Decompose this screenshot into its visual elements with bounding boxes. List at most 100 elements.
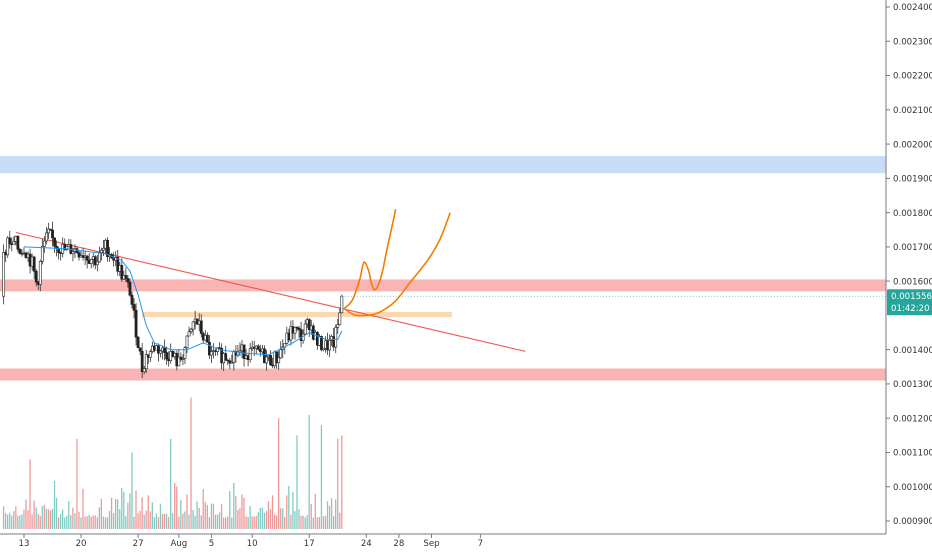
candle [340, 294, 344, 314]
volume-bar [4, 513, 7, 529]
volume-bar [90, 516, 92, 529]
volume-bar [322, 516, 325, 529]
candles-layer [2, 221, 344, 379]
candle-body [230, 361, 234, 364]
volume-bar [198, 507, 200, 529]
candle [95, 255, 99, 272]
volume-bar [206, 504, 208, 529]
candle-body [57, 248, 61, 253]
zones-layer [0, 156, 886, 381]
volume-bar [172, 512, 174, 529]
candle-body [189, 328, 193, 333]
volume-bar [275, 515, 278, 529]
volume-bar [157, 517, 160, 529]
candle-body [279, 349, 283, 359]
volume-bar [167, 516, 170, 529]
candle [189, 327, 193, 334]
volume-bar [284, 517, 286, 529]
volume-bar [88, 514, 90, 529]
volume-bar [33, 500, 35, 529]
candle [42, 236, 46, 253]
volume-bar [72, 507, 74, 529]
volume-bar [288, 485, 290, 529]
volume-bar [237, 509, 239, 529]
candle [124, 267, 128, 283]
volume-bar [117, 499, 119, 529]
volume-bar [225, 517, 227, 529]
candle-body [297, 327, 301, 331]
volume-bar [249, 506, 251, 529]
volume-bar [39, 515, 41, 529]
candle [157, 343, 160, 362]
candle [140, 343, 144, 379]
last-price-badge [887, 289, 932, 316]
volume-bar [263, 512, 266, 529]
candle-body [199, 320, 203, 334]
candle [183, 346, 187, 365]
volume-bar [145, 510, 147, 529]
volume-bar [174, 483, 176, 529]
candle-body [177, 356, 181, 367]
candle-body [334, 327, 338, 348]
volume-bar [7, 514, 9, 529]
candle [2, 244, 6, 305]
candle [93, 255, 97, 270]
volume-bar [286, 495, 288, 529]
candle-body [8, 237, 12, 245]
volume-bar [255, 516, 257, 529]
volume-bar [308, 414, 310, 529]
candle-body [32, 256, 36, 272]
volume-bar [306, 515, 308, 529]
candle [205, 332, 209, 343]
volume-bar [194, 515, 196, 529]
candle-body [47, 228, 50, 234]
volume-bar [202, 488, 204, 529]
volume-bar [320, 425, 323, 529]
volume-bar [76, 438, 78, 529]
price-tick-label: 0.001300 [893, 380, 932, 390]
candle [228, 357, 232, 370]
volume-bar [15, 506, 17, 529]
candle [106, 237, 109, 262]
candle [120, 258, 124, 282]
candle [297, 325, 301, 338]
volume-bar [178, 516, 180, 529]
candle [136, 336, 140, 349]
candle [224, 345, 228, 361]
candle [89, 258, 93, 269]
candle [275, 351, 279, 369]
volume-bar [269, 509, 272, 529]
candle-body [293, 326, 297, 334]
volume-bar [208, 517, 211, 529]
time-tick-label: 7 [478, 539, 483, 549]
projection-projection-a [343, 209, 397, 310]
candle-body [277, 357, 281, 364]
candle-body [77, 252, 81, 258]
candle-body [126, 278, 130, 283]
volume-bar [328, 505, 331, 529]
candle-body [130, 294, 134, 305]
moving-average-line [23, 246, 343, 356]
volume-bar [196, 501, 198, 529]
volume-bar [210, 503, 213, 529]
candle-body [2, 252, 6, 297]
candle-body [263, 348, 266, 364]
volume-bar [241, 494, 243, 529]
volume-bar [314, 494, 316, 529]
volume-bar [339, 512, 341, 529]
volume-bar [23, 509, 25, 529]
volume-bar [17, 515, 19, 529]
candle-body [102, 247, 105, 251]
candle-body [336, 324, 340, 328]
candle-body [307, 319, 311, 331]
candle [208, 334, 211, 360]
candle [138, 347, 142, 356]
volume-bar [304, 517, 306, 529]
candle-body [142, 368, 146, 373]
candle [132, 298, 136, 319]
volume-bar [310, 503, 312, 529]
candle-body [208, 342, 211, 356]
volume-bar [192, 509, 194, 529]
